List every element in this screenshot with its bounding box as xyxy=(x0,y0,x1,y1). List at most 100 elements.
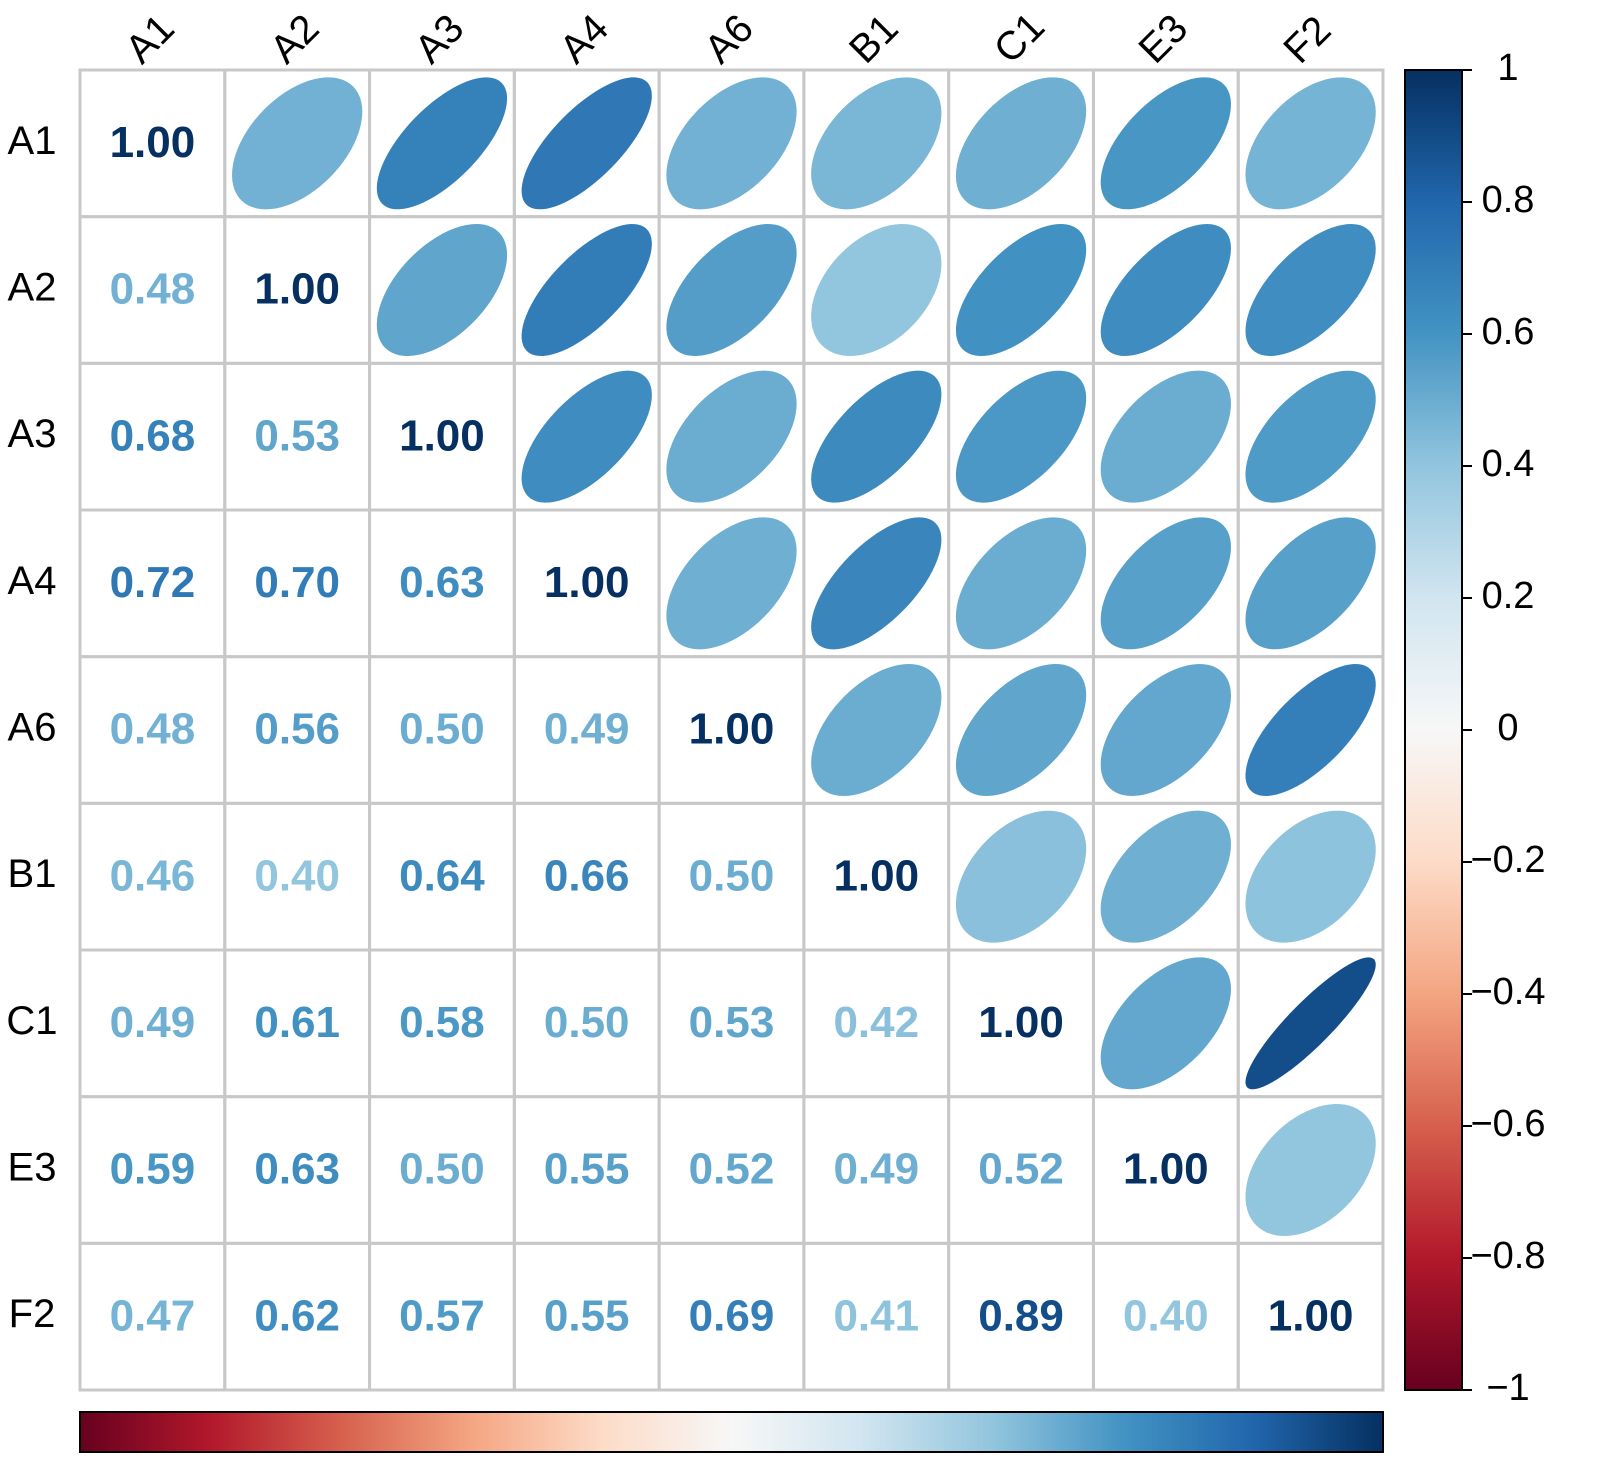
value-label: 0.61 xyxy=(254,998,340,1047)
ellipse xyxy=(811,517,942,650)
row-label: A3 xyxy=(8,412,57,456)
row-label: E3 xyxy=(8,1146,57,1190)
value-label: 0.58 xyxy=(399,998,485,1047)
ellipse xyxy=(955,224,1087,356)
value-label: 0.40 xyxy=(1123,1291,1209,1340)
colorbar-tick-label: −1 xyxy=(1486,1367,1529,1409)
value-label: 0.50 xyxy=(544,998,630,1047)
ellipse xyxy=(666,77,797,210)
value-label: 1.00 xyxy=(978,998,1064,1047)
colorbar-tick-label: 1 xyxy=(1497,47,1518,89)
ellipse xyxy=(1245,224,1376,356)
colorbar-tick-label: −0.4 xyxy=(1470,971,1545,1013)
ellipse xyxy=(1245,810,1376,943)
ellipse xyxy=(955,517,1087,650)
ellipse xyxy=(955,370,1087,503)
value-label: 0.46 xyxy=(110,851,196,900)
value-label: 0.49 xyxy=(833,1145,919,1194)
value-label: 1.00 xyxy=(1123,1145,1209,1194)
colorbar-tick-label: −0.2 xyxy=(1470,839,1545,881)
value-label: 0.63 xyxy=(399,558,485,607)
value-label: 0.42 xyxy=(833,998,919,1047)
ellipse xyxy=(1100,957,1231,1090)
ellipse xyxy=(811,370,942,503)
ellipse xyxy=(811,224,942,356)
ellipse xyxy=(1100,77,1231,210)
value-label: 0.50 xyxy=(399,1145,485,1194)
column-label: F2 xyxy=(1275,8,1339,72)
value-label: 0.55 xyxy=(544,1291,630,1340)
value-label: 1.00 xyxy=(1268,1291,1354,1340)
colorbar xyxy=(1404,69,1463,1391)
ellipse xyxy=(521,224,652,356)
ellipse xyxy=(521,370,652,503)
colorbar-tick-label: −0.8 xyxy=(1470,1235,1545,1277)
colorbar-tick-label: 0 xyxy=(1497,707,1518,749)
ellipse xyxy=(232,77,363,210)
value-label: 0.40 xyxy=(254,851,340,900)
value-label: 0.50 xyxy=(399,705,485,754)
column-label: A3 xyxy=(407,6,473,72)
value-label: 1.00 xyxy=(254,265,340,314)
row-label: F2 xyxy=(9,1292,56,1336)
ellipse xyxy=(1100,517,1231,650)
colorbar-bottom xyxy=(79,1411,1384,1453)
value-label: 0.41 xyxy=(833,1291,919,1340)
value-label: 0.52 xyxy=(689,1145,775,1194)
ellipse xyxy=(1100,370,1231,503)
ellipse xyxy=(1245,1104,1376,1236)
ellipse xyxy=(666,224,797,356)
row-label: A4 xyxy=(8,559,57,603)
ellipse xyxy=(1245,77,1376,210)
row-label: A6 xyxy=(8,706,57,750)
row-label: A2 xyxy=(8,266,57,310)
row-label: B1 xyxy=(8,852,57,896)
value-label: 0.70 xyxy=(254,558,340,607)
ellipse xyxy=(1245,664,1376,796)
ellipse xyxy=(1100,664,1231,796)
ellipse xyxy=(666,517,797,650)
ellipse xyxy=(1245,370,1376,503)
value-label: 0.52 xyxy=(978,1145,1064,1194)
value-label: 0.53 xyxy=(254,411,340,460)
value-label: 1.00 xyxy=(399,411,485,460)
value-label: 0.59 xyxy=(110,1145,196,1194)
column-label: A2 xyxy=(262,6,328,72)
value-label: 0.64 xyxy=(399,851,485,900)
ellipse xyxy=(811,664,942,796)
value-label: 1.00 xyxy=(110,118,196,167)
ellipse xyxy=(1245,517,1376,650)
ellipse xyxy=(666,370,797,503)
value-label: 0.66 xyxy=(544,851,630,900)
value-label: 0.68 xyxy=(110,411,196,460)
colorbar-tick-label: −0.6 xyxy=(1470,1103,1545,1145)
value-label: 0.47 xyxy=(110,1291,196,1340)
ellipse xyxy=(955,810,1087,943)
value-label: 0.63 xyxy=(254,1145,340,1194)
ellipse xyxy=(376,224,508,356)
value-label: 0.53 xyxy=(689,998,775,1047)
value-label: 0.89 xyxy=(978,1291,1064,1340)
ellipse xyxy=(1100,810,1231,943)
value-label: 0.48 xyxy=(110,265,196,314)
column-label: A6 xyxy=(696,6,762,72)
row-label: A1 xyxy=(8,119,57,163)
colorbar-tick-label: 0.6 xyxy=(1482,311,1535,353)
colorbar-tick-label: 0.8 xyxy=(1482,179,1535,221)
ellipse xyxy=(1245,957,1376,1090)
column-label: A1 xyxy=(117,6,183,72)
ellipse xyxy=(955,77,1087,210)
row-label: C1 xyxy=(6,999,57,1043)
column-label: A4 xyxy=(551,6,617,72)
ellipse xyxy=(1100,224,1231,356)
ellipse xyxy=(521,77,652,210)
ellipse xyxy=(955,664,1087,796)
value-label: 0.69 xyxy=(689,1291,775,1340)
value-label: 0.55 xyxy=(544,1145,630,1194)
value-label: 0.50 xyxy=(689,851,775,900)
value-label: 0.57 xyxy=(399,1291,485,1340)
value-label: 1.00 xyxy=(689,705,775,754)
value-label: 0.62 xyxy=(254,1291,340,1340)
